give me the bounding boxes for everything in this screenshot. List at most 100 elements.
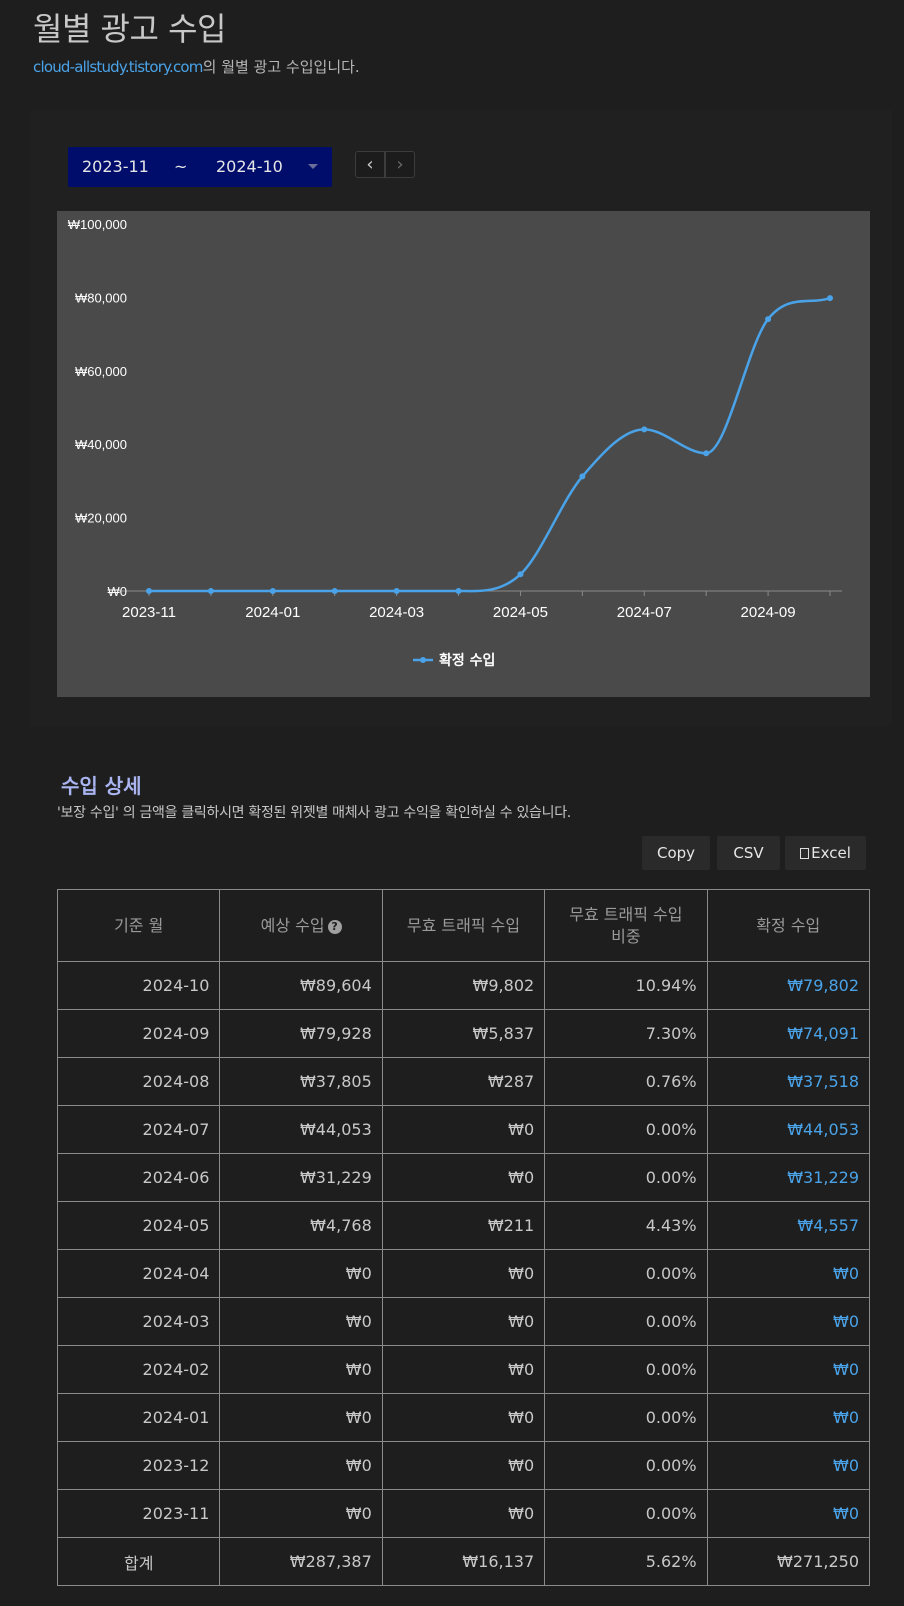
cell-invalid-traffic: ₩0 [381,1345,546,1394]
cell-month: 2024-02 [56,1345,221,1394]
cell-confirmed[interactable]: ₩79,802 [706,961,871,1010]
cell-confirmed[interactable]: ₩0 [706,1297,871,1346]
cell-confirmed[interactable]: ₩0 [706,1393,871,1442]
cell-expected: ₩0 [219,1249,383,1298]
legend-marker [420,657,426,663]
table-row: 2024-01 ₩0 ₩0 0.00% ₩0 [56,1393,871,1442]
cell-invalid-traffic: ₩0 [381,1105,546,1154]
detail-title: 수입 상세 [61,774,142,798]
y-tick-label: ₩0 [108,584,128,599]
col-month[interactable]: 기준 월 [56,889,221,962]
col-invalid-traffic[interactable]: 무효 트래픽 수입 [381,889,546,962]
data-point [331,588,338,594]
cell-month: 2024-01 [56,1393,221,1442]
table-row: 2024-09 ₩79,928 ₩5,837 7.30% ₩74,091 [56,1009,871,1058]
cell-month: 합계 [56,1537,221,1586]
col-expected[interactable]: 예상 수입? [219,889,383,962]
cell-expected: ₩44,053 [219,1105,383,1154]
range-from: 2023-11 [82,157,149,176]
excel-label: Excel [811,844,851,862]
cell-invalid-ratio: 0.00% [544,1297,708,1346]
cell-invalid-traffic: ₩0 [381,1441,546,1490]
cell-invalid-traffic: ₩16,137 [381,1537,546,1586]
cell-confirmed[interactable]: ₩0 [706,1345,871,1394]
cell-confirmed[interactable]: ₩0 [706,1441,871,1490]
legend-label: 확정 수입 [439,652,495,669]
y-tick-label: ₩60,000 [75,364,127,379]
cell-month: 2024-09 [56,1009,221,1058]
cell-invalid-traffic: ₩5,837 [381,1009,546,1058]
data-point [641,426,648,433]
cell-expected: ₩37,805 [219,1057,383,1106]
next-range-button[interactable]: › [385,151,415,178]
col-invalid-ratio-label: 무효 트래픽 수입 비중 [569,904,683,946]
question-circle-icon[interactable]: ? [327,919,342,934]
col-invalid-ratio[interactable]: 무효 트래픽 수입 비중 [544,889,708,962]
cell-invalid-ratio: 0.00% [544,1249,708,1298]
y-tick-label: ₩80,000 [75,290,127,305]
cell-confirmed[interactable]: ₩74,091 [706,1009,871,1058]
table-row: 2024-02 ₩0 ₩0 0.00% ₩0 [56,1345,871,1394]
col-expected-label: 예상 수입 [260,915,325,935]
cell-expected: ₩287,387 [219,1537,383,1586]
cell-month: 2024-10 [56,961,221,1010]
cell-invalid-ratio: 0.00% [544,1105,708,1154]
range-to: 2024-10 [216,157,283,176]
page-title: 월별 광고 수입 [33,10,226,48]
cell-invalid-ratio: 0.00% [544,1393,708,1442]
copy-button[interactable]: Copy [642,836,710,870]
x-tick-label: 2024-07 [617,604,672,621]
cell-confirmed[interactable]: ₩37,518 [706,1057,871,1106]
cell-expected: ₩0 [219,1489,383,1538]
detail-description: '보장 수입' 의 금액을 클릭하시면 확정된 위젯별 매체사 광고 수익을 확… [57,805,571,821]
table-row: 2024-03 ₩0 ₩0 0.00% ₩0 [56,1297,871,1346]
revenue-table: 기준 월 예상 수입? 무효 트래픽 수입 무효 트래픽 수입 비중 확정 수입… [56,889,871,1586]
cell-invalid-traffic: ₩211 [381,1201,546,1250]
x-tick-label: 2024-01 [245,604,300,621]
cell-invalid-ratio: 0.00% [544,1153,708,1202]
excel-button[interactable]: Excel [785,836,866,870]
site-link[interactable]: cloud-allstudy.tistory.com [33,58,203,76]
table-row: 2024-08 ₩37,805 ₩287 0.76% ₩37,518 [56,1057,871,1106]
cell-invalid-traffic: ₩287 [381,1057,546,1106]
page-subtitle: cloud-allstudy.tistory.com의 월별 광고 수입입니다. [33,56,360,77]
cell-invalid-traffic: ₩0 [381,1393,546,1442]
cell-confirmed[interactable]: ₩4,557 [706,1201,871,1250]
cell-confirmed[interactable]: ₩0 [706,1249,871,1298]
cell-confirmed[interactable]: ₩0 [706,1489,871,1538]
cell-month: 2024-05 [56,1201,221,1250]
csv-button[interactable]: CSV [717,836,780,870]
prev-range-button[interactable]: ‹ [355,151,385,178]
cell-confirmed: ₩271,250 [706,1537,871,1586]
chevron-right-icon: › [396,154,404,175]
cell-invalid-ratio: 7.30% [544,1009,708,1058]
data-point [517,571,524,578]
table-row: 2023-11 ₩0 ₩0 0.00% ₩0 [56,1489,871,1538]
cell-month: 2024-08 [56,1057,221,1106]
data-point [765,316,772,323]
cell-invalid-ratio: 0.00% [544,1345,708,1394]
data-point [269,588,276,594]
cell-expected: ₩79,928 [219,1009,383,1058]
col-confirmed[interactable]: 확정 수입 [706,889,871,962]
table-row: 2024-05 ₩4,768 ₩211 4.43% ₩4,557 [56,1201,871,1250]
cell-invalid-traffic: ₩0 [381,1153,546,1202]
y-tick-label: ₩40,000 [75,437,127,452]
subtitle-suffix: 의 월별 광고 수입입니다. [202,58,360,76]
cell-expected: ₩31,229 [219,1153,383,1202]
data-point [455,588,462,594]
cell-expected: ₩0 [219,1393,383,1442]
cell-confirmed[interactable]: ₩44,053 [706,1105,871,1154]
table-row: 2024-07 ₩44,053 ₩0 0.00% ₩44,053 [56,1105,871,1154]
cell-confirmed[interactable]: ₩31,229 [706,1153,871,1202]
x-tick-label: 2023-11 [122,604,176,621]
cell-invalid-ratio: 5.62% [544,1537,708,1586]
range-separator: ~ [174,157,188,176]
x-tick-label: 2024-05 [493,604,548,621]
data-point [827,295,833,302]
y-tick-label: ₩100,000 [68,217,127,232]
table-row: 2024-10 ₩89,604 ₩9,802 10.94% ₩79,802 [56,961,871,1010]
date-range-picker[interactable]: 2023-11 ~ 2024-10 [68,147,332,187]
cell-invalid-ratio: 10.94% [544,961,708,1010]
cell-invalid-ratio: 0.76% [544,1057,708,1106]
